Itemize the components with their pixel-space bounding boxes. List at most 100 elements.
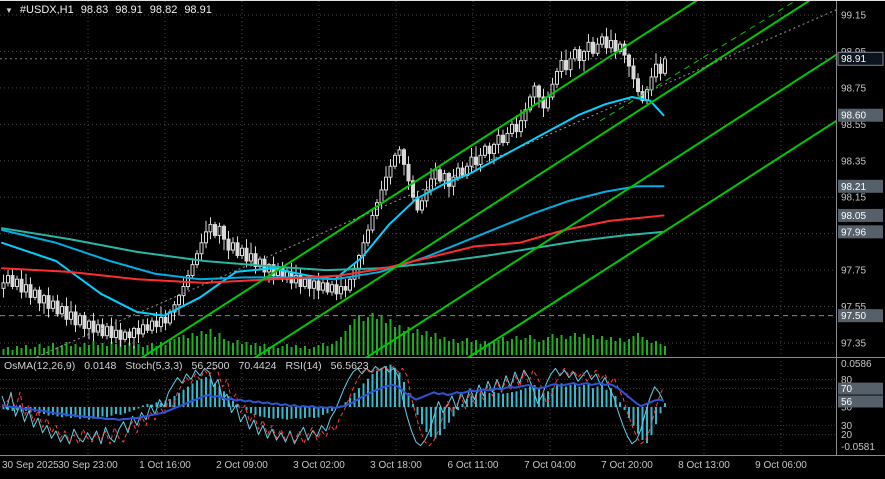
stoch-k-value: 56.2500 [191,360,230,372]
candle [321,277,325,294]
ohlc-low-value: 98.82 [149,4,178,16]
volume-bar [452,339,455,355]
volume-bar [488,345,491,355]
stoch-d-value: 70.4424 [238,360,277,372]
candle-body-bull [550,83,555,98]
candle-body-bull [420,200,424,211]
price-axis[interactable]: 99.1598.9598.7598.5598.3598.1597.7597.55… [837,11,884,350]
osma-bar [394,367,396,407]
osma-bar [268,407,270,418]
candle-body-bull [217,225,222,236]
volume-bar [475,340,477,355]
osma-bar [637,407,639,434]
candle-body-bear [163,316,168,324]
osma-bar [583,385,585,407]
candle [42,293,46,314]
candle [217,222,222,244]
osma-bar [290,407,293,419]
osma-bar [241,407,243,408]
volume-bar [434,333,437,355]
osma-bar [97,407,99,418]
main-chart-layer[interactable] [0,1,872,395]
osma-bar [596,386,599,407]
candle-body-bear [613,40,618,52]
osma-bar [520,389,522,407]
price-tick-label: 97.55 [841,302,866,313]
candle-body-bull [433,169,438,180]
volume-bar [272,345,275,355]
candle-body-bear [82,315,87,329]
indicator-value-box [838,225,883,239]
candle [564,49,568,76]
candle-body-bear [127,331,132,339]
osma-bar [439,407,441,436]
candle-body-bear [136,327,141,335]
candle [433,162,438,187]
candle [505,127,510,146]
volume-bar [461,341,464,355]
candle-body-bull [600,36,604,45]
candle [96,319,100,336]
osma-bar [119,407,122,415]
candle [208,217,213,240]
volume-bar [439,339,441,355]
candle-body-bear [402,149,406,165]
candle [483,143,487,159]
candle-body-bull [505,132,510,144]
candle-body-bull [388,165,393,178]
time-tick-label: 6 Oct 11:00 [448,460,499,471]
volume-bar [367,317,369,355]
candle-body-bull [510,123,514,134]
candle [82,312,87,337]
volume-bar [173,339,176,355]
volume-bar [416,329,419,355]
candle [411,175,415,201]
volume-bar [587,338,590,355]
candle-body-bull [528,96,532,111]
candle [145,318,150,333]
volume-bar [457,343,459,355]
candle [159,306,163,333]
candle-body-bull [555,70,559,85]
volume-bar [79,347,81,355]
volume-bar [421,335,423,355]
candle-body-bull [397,149,402,156]
candle-body-bull [573,49,577,60]
current-price-box [837,51,884,66]
volume-bar [83,343,86,355]
candle-body-bear [28,284,33,298]
osma-bar [425,407,428,433]
candle-body-bear [244,247,249,262]
candle-body-bear [627,54,631,67]
indicator-pane-layer[interactable] [1,364,666,447]
osma-bar [538,388,540,407]
volume-bar [16,346,18,355]
volume-bar [556,338,558,355]
volume-bar [547,337,549,355]
candle [447,171,451,198]
volume-bar [223,339,225,355]
time-axis[interactable]: 30 Sep 2025 30 Sep 23:00 1 Oct 16:00 2 Oct … [2,460,807,471]
osma-bar [200,378,203,407]
candle-body-bull [6,275,10,284]
candle [190,258,195,279]
osma-bar [592,388,594,407]
candle [406,156,411,190]
volume-bar [70,346,72,355]
osma-bar [187,386,189,407]
volume-bar [299,348,302,355]
candle [231,237,235,254]
osma-bar [124,407,126,414]
volume-bar [659,344,662,355]
candle [240,244,244,260]
volume-bar [412,333,414,355]
osma-bar [277,407,279,418]
candle-body-bear [487,145,492,154]
time-tick-label: 9 Oct 06:00 [755,460,807,471]
volume-bar [101,343,104,355]
candle-body-bull [582,50,586,62]
osma-bar [659,407,662,414]
candle-body-bear [91,320,96,333]
